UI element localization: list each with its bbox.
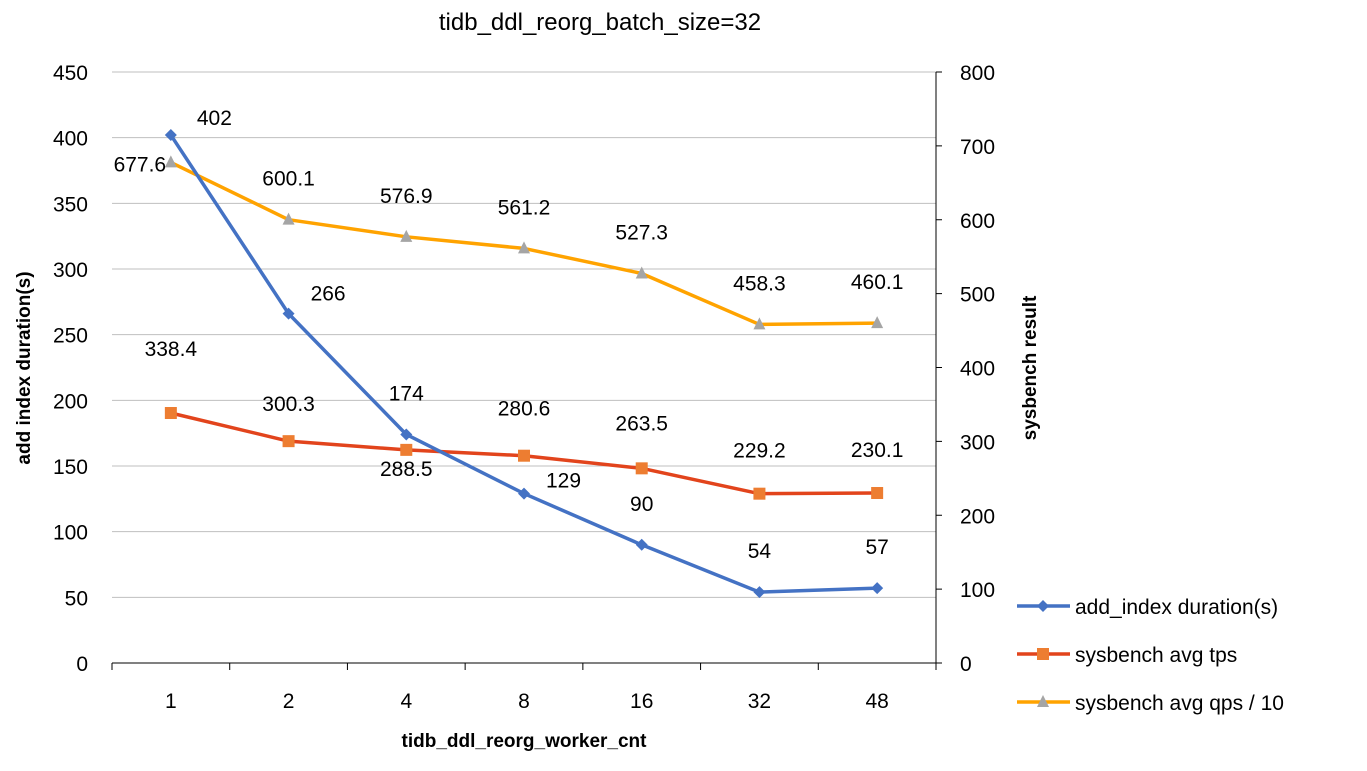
data-point xyxy=(518,241,530,254)
y-tick-label: 250 xyxy=(53,325,88,348)
data-label: 561.2 xyxy=(498,196,551,219)
series-1: 338.4 300.3 288.5 280.6 263.5 229.2 230.1 xyxy=(145,338,904,500)
data-label: 527.3 xyxy=(615,221,668,244)
legend-label: sysbench avg tps xyxy=(1075,644,1237,667)
data-point xyxy=(282,307,295,320)
data-point xyxy=(164,155,177,168)
series-layer: 677.6 600.1 576.9 561.2 527.3 458.3 460.1 338.4… xyxy=(114,107,904,599)
data-label: 677.6 xyxy=(114,153,167,176)
data-point xyxy=(400,229,413,242)
y-tick-label: 450 xyxy=(53,62,88,85)
data-point xyxy=(635,266,648,279)
data-label: 288.5 xyxy=(380,458,433,481)
x-tick-label: 4 xyxy=(400,690,412,713)
data-label: 300.3 xyxy=(262,393,315,416)
legend-label: add_index duration(s) xyxy=(1075,596,1278,619)
data-point xyxy=(400,443,413,456)
data-label: 266 xyxy=(311,283,346,306)
data-point xyxy=(871,582,884,595)
data-label: 174 xyxy=(389,382,424,405)
legend-item: add_index duration(s) xyxy=(1017,596,1278,619)
axes: 0501001502002503003504004500100200300400… xyxy=(53,62,995,713)
y2-tick-label: 500 xyxy=(960,284,995,307)
data-point xyxy=(871,316,884,329)
legend-label: sysbench avg qps / 10 xyxy=(1075,692,1284,715)
data-point xyxy=(753,487,766,500)
y2-tick-label: 400 xyxy=(960,358,995,381)
data-label: 338.4 xyxy=(145,338,198,361)
series-0: 402 266 174 129 90 54 57 xyxy=(164,107,889,599)
x-axis-label: tidb_ddl_reorg_worker_cnt xyxy=(402,731,648,752)
y2-tick-label: 700 xyxy=(960,136,995,159)
legend-item: sysbench avg qps / 10 xyxy=(1017,692,1284,715)
y-axis-label: add index duration(s) xyxy=(14,271,35,464)
data-point xyxy=(282,212,295,225)
legend-marker xyxy=(1037,600,1049,612)
data-point xyxy=(282,435,295,448)
data-point xyxy=(518,449,530,462)
data-label: 57 xyxy=(865,536,888,559)
data-label: 230.1 xyxy=(851,439,904,462)
data-label: 54 xyxy=(748,540,772,563)
legend-marker xyxy=(1037,648,1049,660)
y-tick-label: 400 xyxy=(53,128,88,151)
legend-item: sysbench avg tps xyxy=(1017,644,1237,667)
chart-title: tidb_ddl_reorg_batch_size=32 xyxy=(439,9,761,36)
y2-tick-label: 200 xyxy=(960,505,995,528)
y2-tick-label: 0 xyxy=(960,653,972,676)
data-point xyxy=(518,487,530,500)
data-label: 458.3 xyxy=(733,272,786,295)
y-tick-label: 350 xyxy=(53,193,88,216)
y2-axis-label: sysbench result xyxy=(1020,295,1041,440)
data-point xyxy=(635,538,648,551)
y-tick-label: 300 xyxy=(53,259,88,282)
x-tick-label: 16 xyxy=(630,690,653,713)
data-label: 600.1 xyxy=(262,168,315,191)
data-label: 229.2 xyxy=(733,440,786,463)
x-tick-label: 32 xyxy=(748,690,771,713)
x-tick-label: 8 xyxy=(518,690,530,713)
y-tick-label: 50 xyxy=(65,587,88,610)
legend-marker xyxy=(1037,695,1049,707)
data-point xyxy=(164,129,177,142)
x-tick-label: 48 xyxy=(865,690,888,713)
data-label: 90 xyxy=(630,493,653,516)
data-point xyxy=(635,462,648,475)
x-tick-label: 1 xyxy=(165,690,177,713)
data-label: 129 xyxy=(546,470,581,493)
y2-tick-label: 300 xyxy=(960,431,995,454)
data-point xyxy=(400,428,413,441)
y-tick-label: 0 xyxy=(76,653,88,676)
data-label: 576.9 xyxy=(380,185,433,208)
data-point xyxy=(753,317,766,330)
data-point xyxy=(871,487,884,500)
y2-tick-label: 600 xyxy=(960,210,995,233)
data-point xyxy=(164,407,177,420)
y2-tick-label: 100 xyxy=(960,579,995,602)
gridlines xyxy=(112,71,936,598)
legend: add_index duration(s) sysbench avg tps sys… xyxy=(1017,596,1284,715)
y-tick-label: 100 xyxy=(53,522,88,545)
x-tick-label: 2 xyxy=(283,690,295,713)
y-tick-label: 200 xyxy=(53,390,88,413)
data-label: 460.1 xyxy=(851,271,904,294)
y-tick-label: 150 xyxy=(53,456,88,479)
y2-tick-label: 800 xyxy=(960,62,995,85)
data-label: 280.6 xyxy=(498,398,551,421)
data-label: 402 xyxy=(197,107,232,130)
data-point xyxy=(753,586,766,599)
series-2: 677.6 600.1 576.9 561.2 527.3 458.3 460.1 xyxy=(114,153,904,330)
data-label: 263.5 xyxy=(615,412,668,435)
